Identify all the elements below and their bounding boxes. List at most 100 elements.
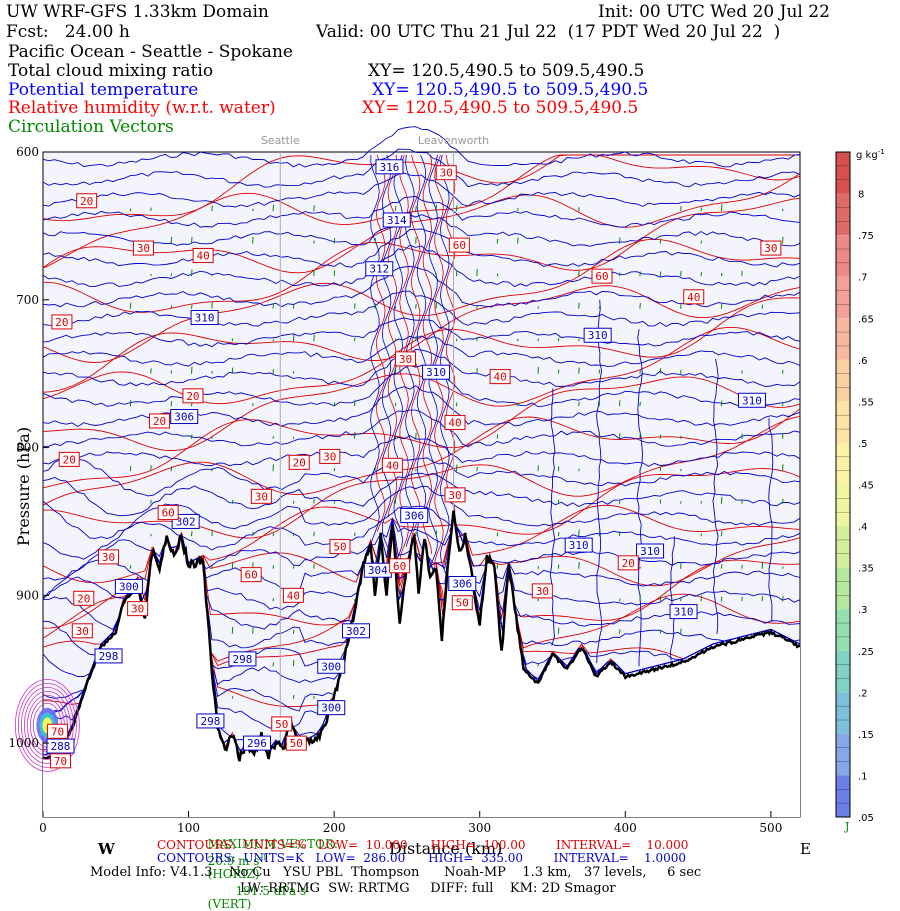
circulation-vector [639,302,641,309]
theta-contour [428,154,438,569]
circulation-vector [150,533,152,537]
y-axis-title: Pressure (hPa) [14,426,34,547]
rh-label-text: 40 [386,459,399,472]
theta-contour-info: CONTOURS: UNITS=K LOW= 286.00 HIGH= 335.… [157,851,686,865]
rh-label: 30 [127,601,149,617]
theta-label: 296 [242,735,271,751]
x-tick-label: 500 [759,821,782,835]
theta-label-box [190,310,219,326]
rh-label-text: 30 [255,490,268,503]
circulation-vector [578,529,580,537]
circulation-vector [720,496,723,504]
circulation-vector [415,303,417,309]
rh-label-box [51,314,73,330]
circulation-vector [170,466,173,472]
theta-contour [381,154,392,591]
circulation-vector [292,533,295,537]
circulation-vector [374,238,376,244]
circulation-vector [476,368,478,374]
theta-label-text: 302 [346,625,366,638]
theta-label: 304 [363,562,392,578]
circulation-vector [354,431,356,439]
rh-label-box [381,457,403,473]
theta-label: 298 [94,648,123,664]
colorbar-cell [836,692,850,734]
circulation-vector [170,273,173,277]
circulation-vector [272,435,275,439]
circulation-vector [333,467,336,472]
rh-label: 60 [389,558,411,574]
circulation-vector [557,499,560,504]
rh-label-box [591,268,613,284]
circulation-vector [150,273,152,277]
theta-label: 310 [583,327,612,343]
cloud-contour [17,682,77,768]
circulation-vector [782,208,784,212]
rh-label-text: 30 [323,450,336,463]
rh-label-text: 50 [456,597,469,610]
rh-label: 50 [329,539,351,555]
circulation-vector [659,238,662,244]
rh-label: 40 [381,457,403,473]
rh-label-text: 50 [275,718,288,731]
circulation-vector [129,208,132,212]
colorbar-frame [835,151,851,818]
max-vector-horiz: 20.9 m s [207,854,260,868]
place-label: Leavenworth [418,134,489,147]
rh-label-box [182,388,204,404]
circulation-vector [537,663,539,667]
colorbar-cell [836,235,850,277]
circulation-vector [700,595,703,602]
circulation-vector [557,337,560,342]
circulation-vector [578,302,580,309]
circulation-vector [659,499,662,504]
theta-contour [669,536,675,661]
circulation-vector [231,626,234,634]
rh-label-text: 60 [453,239,466,252]
rh-label-box [250,488,272,504]
circulation-vector [598,369,601,374]
theta-contour [393,154,404,599]
circulation-vector [292,371,295,374]
rh-label-text: 20 [153,415,166,428]
circulation-vector [190,236,193,244]
circulation-vector [313,240,315,244]
rh-label-box [288,454,310,470]
circulation-vector [272,339,274,342]
circulation-vector [129,564,132,569]
max-vector-horiz-suffix: (HORIZ) [207,867,260,881]
rh-label: 30 [444,487,466,503]
rh-label-box [47,723,69,739]
circulation-vector [578,468,580,472]
x-tick-label: 100 [177,821,200,835]
circulation-vector [782,595,784,602]
circulation-vector [496,273,499,277]
y-tick-label: 700 [16,293,39,307]
rh-label: 60 [240,567,262,583]
circulation-vector [150,207,152,212]
circulation-vector [292,436,295,439]
field-rh-label: Relative humidity (w.r.t. water) [8,98,276,118]
x-tick-label: 300 [468,821,491,835]
rh-label-box [127,601,149,617]
rh-label-box [71,623,93,639]
theta-label: 310 [564,537,593,553]
colorbar-tick-label: .1 [858,771,868,782]
circulation-vector [618,500,621,504]
circulation-vector [782,433,784,439]
theta-contour [42,435,801,467]
circulation-vector [720,400,723,407]
forecast-hour: Fcst: 24.00 h [6,22,130,42]
rh-label-text: 30 [764,242,777,255]
rh-label: 20 [73,590,95,606]
rh-contour [445,154,456,532]
rh-label-box [157,505,179,521]
colorbar-cell [836,733,850,776]
place-markers: Seattle Leavenworth [261,134,489,817]
circulation-vector [578,270,580,277]
circulation-vector [333,270,336,277]
theta-contour [416,154,427,562]
circulation-vector [578,338,580,342]
max-vector-label: MAXIMUM VECTOR: 20.9 m s-1 (HORIZ) 191.5… [200,825,338,911]
theta-label-box [94,648,123,664]
